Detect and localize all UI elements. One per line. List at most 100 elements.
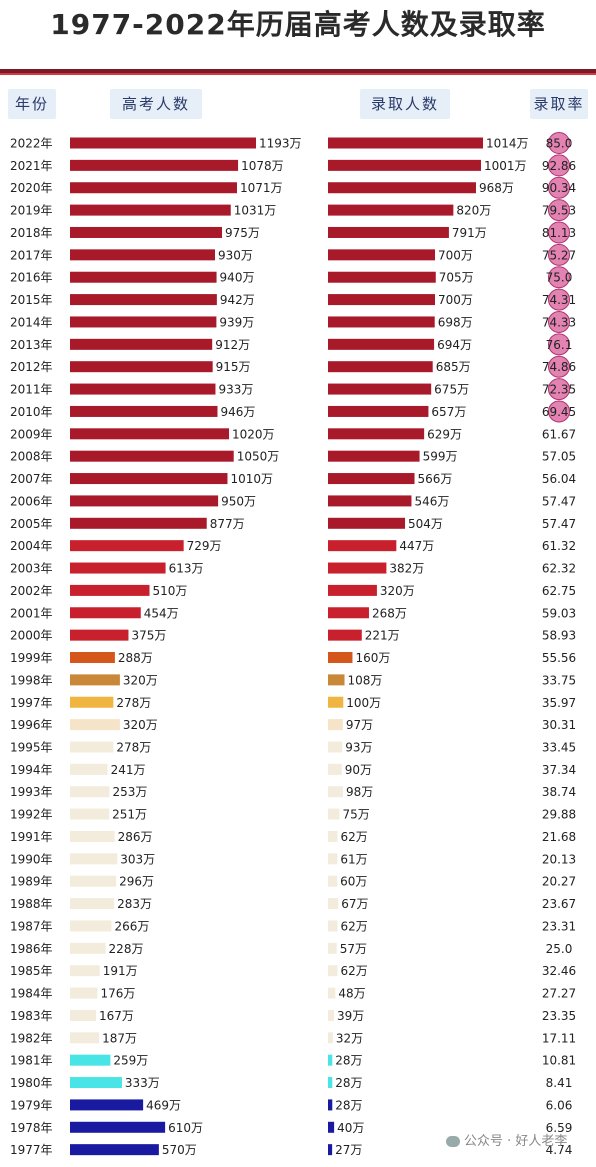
admitted-bar: [328, 361, 433, 373]
applicants-bar: [70, 316, 217, 328]
year-label: 1985年: [10, 964, 53, 978]
year-label: 2005年: [10, 517, 53, 531]
rate-value-label: 75.0: [546, 271, 573, 285]
admitted-value-label: 27万: [335, 1143, 362, 1157]
header-year: 年份: [8, 89, 56, 119]
applicants-bar: [70, 652, 115, 664]
admitted-value-label: 90万: [345, 763, 372, 777]
admitted-value-label: 698万: [438, 315, 473, 329]
rate-value-label: 38.74: [542, 785, 576, 799]
year-label: 2006年: [10, 494, 53, 508]
admitted-bar: [328, 1077, 333, 1089]
applicants-value-label: 251万: [112, 808, 147, 822]
admitted-bar: [328, 517, 406, 529]
year-label: 1996年: [10, 718, 53, 732]
admitted-value-label: 504万: [408, 517, 443, 531]
admitted-value-label: 820万: [456, 204, 491, 218]
rate-value-label: 8.41: [546, 1076, 573, 1090]
watermark: 公众号 · 好人老李: [446, 1130, 567, 1149]
rate-highlight-circle: [548, 221, 570, 244]
admitted-bar: [328, 1009, 334, 1021]
applicants-value-label: 729万: [187, 539, 222, 553]
admitted-value-label: 60万: [340, 875, 367, 889]
rate-value-label: 56.04: [542, 472, 576, 486]
rate-value-label: 76.1: [546, 338, 573, 352]
admitted-bar: [328, 473, 415, 485]
rate-value-label: 6.06: [546, 1098, 573, 1112]
applicants-value-label: 176万: [100, 987, 135, 1001]
applicants-bar: [70, 853, 118, 865]
applicants-value-label: 510万: [153, 584, 188, 598]
admitted-value-label: 93万: [345, 740, 372, 754]
admitted-bar: [328, 316, 435, 328]
admitted-value-label: 100万: [346, 696, 381, 710]
applicants-value-label: 241万: [111, 763, 146, 777]
admitted-bar: [328, 1144, 333, 1156]
applicants-value-label: 877万: [210, 517, 245, 531]
rate-value-label: 32.46: [542, 964, 576, 978]
applicants-value-label: 296万: [119, 875, 154, 889]
applicants-bar: [70, 696, 114, 708]
applicants-value-label: 1193万: [259, 137, 302, 151]
admitted-bar: [328, 249, 436, 261]
chart-title: 1977-2022年历届高考人数及录取率: [50, 8, 546, 41]
applicants-bar: [70, 540, 184, 552]
year-label: 1980年: [10, 1076, 53, 1090]
rate-value-label: 33.45: [542, 740, 576, 754]
admitted-value-label: 28万: [335, 1098, 362, 1112]
admitted-value-label: 108万: [348, 673, 383, 687]
applicants-bar: [70, 607, 141, 619]
applicants-bar: [70, 1032, 100, 1044]
admitted-value-label: 791万: [452, 226, 487, 240]
admitted-value-label: 685万: [436, 360, 471, 374]
applicants-value-label: 1031万: [234, 204, 277, 218]
applicants-bar: [70, 226, 223, 238]
wechat-icon: [446, 1136, 460, 1147]
applicants-bar: [70, 495, 219, 507]
applicants-value-label: 253万: [112, 785, 147, 799]
admitted-value-label: 447万: [399, 539, 434, 553]
admitted-value-label: 57万: [340, 942, 367, 956]
admitted-value-label: 221万: [365, 629, 400, 643]
applicants-bar: [70, 1077, 122, 1089]
applicants-bar: [70, 875, 117, 887]
applicants-value-label: 1050万: [237, 450, 280, 464]
applicants-value-label: 946万: [220, 405, 255, 419]
year-label: 1984年: [10, 987, 53, 1001]
admitted-bar: [328, 450, 420, 462]
admitted-value-label: 48万: [338, 987, 365, 1001]
applicants-value-label: 1071万: [240, 181, 283, 195]
year-label: 2012年: [10, 360, 53, 374]
rate-value-label: 57.47: [542, 517, 576, 531]
admitted-bar: [328, 383, 432, 395]
rate-value-label: 23.35: [542, 1009, 576, 1023]
year-label: 1977年: [10, 1143, 53, 1157]
applicants-value-label: 320万: [123, 718, 158, 732]
applicants-value-label: 610万: [168, 1121, 203, 1135]
rate-value-label: 17.11: [542, 1031, 576, 1045]
year-label: 1993年: [10, 785, 53, 799]
year-label: 1982年: [10, 1031, 53, 1045]
rate-value-label: 58.93: [542, 629, 576, 643]
year-label: 2017年: [10, 248, 53, 262]
applicants-value-label: 942万: [220, 293, 255, 307]
admitted-value-label: 1014万: [486, 137, 529, 151]
admitted-bar: [328, 853, 338, 865]
applicants-value-label: 912万: [215, 338, 250, 352]
title-accent-line: [0, 73, 596, 75]
applicants-bar: [70, 1144, 159, 1156]
applicants-bar: [70, 1009, 97, 1021]
applicants-bar: [70, 629, 129, 641]
admitted-value-label: 599万: [423, 450, 458, 464]
rate-highlight-circle: [548, 132, 570, 154]
year-label: 2008年: [10, 450, 53, 464]
applicants-value-label: 288万: [118, 651, 153, 665]
applicants-value-label: 930万: [218, 248, 253, 262]
year-label: 2019年: [10, 204, 53, 218]
admitted-value-label: 67万: [341, 897, 368, 911]
admitted-bar: [328, 719, 343, 731]
admitted-value-label: 28万: [335, 1054, 362, 1068]
applicants-bar: [70, 830, 115, 842]
year-label: 2004年: [10, 539, 53, 553]
